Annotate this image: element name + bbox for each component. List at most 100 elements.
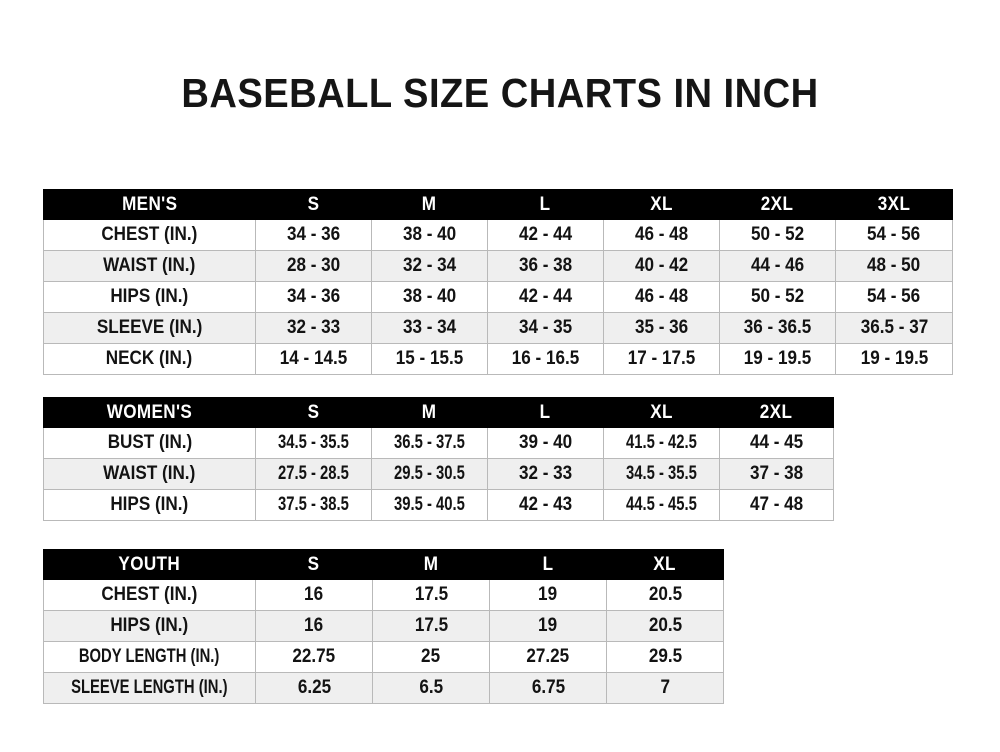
table-cell: 50 - 52 bbox=[719, 281, 836, 313]
table-cell: 35 - 36 bbox=[603, 312, 720, 344]
table-cell: 39 - 40 bbox=[487, 427, 604, 459]
table-cell: 28 - 30 bbox=[255, 250, 372, 282]
table-cell: 19 bbox=[489, 610, 607, 642]
table-cell: 46 - 48 bbox=[603, 281, 720, 313]
table-row: HIPS (IN.) 34 - 36 38 - 40 42 - 44 46 - 48 50… bbox=[43, 281, 953, 313]
table-row: BUST (IN.) 34.5 - 35.5 36.5 - 37.5 39 - 40 4… bbox=[43, 427, 834, 459]
women-row-label: WAIST (IN.) bbox=[43, 458, 256, 490]
men-header-row: MEN'S S M L XL 2XL 3XL bbox=[43, 189, 953, 220]
table-cell: 27.5 - 28.5 bbox=[255, 458, 372, 490]
table-cell: 36.5 - 37.5 bbox=[371, 427, 488, 459]
men-column-header-s: S bbox=[255, 189, 372, 220]
table-row: BODY LENGTH (IN.) 22.75 25 27.25 29.5 bbox=[43, 641, 724, 673]
table-cell: 44.5 - 45.5 bbox=[603, 489, 720, 521]
youth-table-body: YOUTH S M L XL CHEST (IN.) 16 17.5 19 20.5 HIPS (I… bbox=[43, 549, 724, 704]
table-cell: 37.5 - 38.5 bbox=[255, 489, 372, 521]
women-row-label: BUST (IN.) bbox=[43, 427, 256, 459]
table-cell: 19 bbox=[489, 579, 607, 611]
table-row: NECK (IN.) 14 - 14.5 15 - 15.5 16 - 16.5 17 … bbox=[43, 343, 953, 375]
women-column-header-2xl: 2XL bbox=[719, 397, 834, 428]
women-column-header-xl: XL bbox=[603, 397, 720, 428]
table-cell: 19 - 19.5 bbox=[835, 343, 953, 375]
table-cell: 42 - 44 bbox=[487, 219, 604, 251]
table-cell: 38 - 40 bbox=[371, 219, 488, 251]
table-cell: 32 - 34 bbox=[371, 250, 488, 282]
table-cell: 19 - 19.5 bbox=[719, 343, 836, 375]
table-cell: 15 - 15.5 bbox=[371, 343, 488, 375]
table-cell: 29.5 bbox=[606, 641, 724, 673]
womens-size-table: WOMEN'S S M L XL 2XL BUST (IN.) 34.5 - 35.5 36.5… bbox=[43, 397, 834, 521]
men-column-header-3xl: 3XL bbox=[835, 189, 953, 220]
youth-size-table: YOUTH S M L XL CHEST (IN.) 16 17.5 19 20.5 HIPS (I… bbox=[43, 549, 724, 704]
youth-row-label: HIPS (IN.) bbox=[43, 610, 256, 642]
table-cell: 42 - 44 bbox=[487, 281, 604, 313]
table-row: HIPS (IN.) 16 17.5 19 20.5 bbox=[43, 610, 724, 642]
table-cell: 47 - 48 bbox=[719, 489, 834, 521]
youth-row-label: CHEST (IN.) bbox=[43, 579, 256, 611]
men-column-header-l: L bbox=[487, 189, 604, 220]
table-cell: 20.5 bbox=[606, 579, 724, 611]
table-cell: 6.25 bbox=[255, 672, 373, 704]
table-cell: 34 - 36 bbox=[255, 281, 372, 313]
men-row-label: SLEEVE (IN.) bbox=[43, 312, 256, 344]
table-cell: 42 - 43 bbox=[487, 489, 604, 521]
table-cell: 39.5 - 40.5 bbox=[371, 489, 488, 521]
women-row-label: HIPS (IN.) bbox=[43, 489, 256, 521]
table-cell: 29.5 - 30.5 bbox=[371, 458, 488, 490]
youth-column-header-l: L bbox=[489, 549, 607, 580]
men-row-label: NECK (IN.) bbox=[43, 343, 256, 375]
men-row-label: CHEST (IN.) bbox=[43, 219, 256, 251]
table-cell: 36 - 38 bbox=[487, 250, 604, 282]
table-cell: 34.5 - 35.5 bbox=[255, 427, 372, 459]
table-cell: 14 - 14.5 bbox=[255, 343, 372, 375]
table-cell: 38 - 40 bbox=[371, 281, 488, 313]
table-cell: 17.5 bbox=[372, 610, 490, 642]
table-cell: 20.5 bbox=[606, 610, 724, 642]
table-cell: 33 - 34 bbox=[371, 312, 488, 344]
table-cell: 34.5 - 35.5 bbox=[603, 458, 720, 490]
women-table-title: WOMEN'S bbox=[43, 397, 256, 428]
women-column-header-m: M bbox=[371, 397, 488, 428]
youth-table-title: YOUTH bbox=[43, 549, 256, 580]
youth-column-header-m: M bbox=[372, 549, 490, 580]
table-row: SLEEVE (IN.) 32 - 33 33 - 34 34 - 35 35 - 36… bbox=[43, 312, 953, 344]
table-cell: 32 - 33 bbox=[487, 458, 604, 490]
table-cell: 22.75 bbox=[255, 641, 373, 673]
table-row: HIPS (IN.) 37.5 - 38.5 39.5 - 40.5 42 - 43 4… bbox=[43, 489, 834, 521]
table-row: CHEST (IN.) 16 17.5 19 20.5 bbox=[43, 579, 724, 611]
table-cell: 36 - 36.5 bbox=[719, 312, 836, 344]
table-cell: 7 bbox=[606, 672, 724, 704]
men-row-label: HIPS (IN.) bbox=[43, 281, 256, 313]
table-cell: 25 bbox=[372, 641, 490, 673]
women-column-header-l: L bbox=[487, 397, 604, 428]
page-title: BASEBALL SIZE CHARTS IN INCH bbox=[181, 70, 819, 116]
table-cell: 6.5 bbox=[372, 672, 490, 704]
table-cell: 17 - 17.5 bbox=[603, 343, 720, 375]
table-cell: 41.5 - 42.5 bbox=[603, 427, 720, 459]
table-cell: 34 - 36 bbox=[255, 219, 372, 251]
youth-column-header-xl: XL bbox=[606, 549, 724, 580]
women-header-row: WOMEN'S S M L XL 2XL bbox=[43, 397, 834, 428]
table-cell: 34 - 35 bbox=[487, 312, 604, 344]
table-cell: 37 - 38 bbox=[719, 458, 834, 490]
men-table-title: MEN'S bbox=[43, 189, 256, 220]
table-row: WAIST (IN.) 28 - 30 32 - 34 36 - 38 40 - 42 4… bbox=[43, 250, 953, 282]
men-row-label: WAIST (IN.) bbox=[43, 250, 256, 282]
men-column-header-m: M bbox=[371, 189, 488, 220]
table-cell: 54 - 56 bbox=[835, 281, 953, 313]
women-column-header-s: S bbox=[255, 397, 372, 428]
youth-row-label: BODY LENGTH (IN.) bbox=[43, 641, 256, 673]
youth-header-row: YOUTH S M L XL bbox=[43, 549, 724, 580]
table-cell: 50 - 52 bbox=[719, 219, 836, 251]
men-column-header-2xl: 2XL bbox=[719, 189, 836, 220]
table-cell: 44 - 46 bbox=[719, 250, 836, 282]
youth-row-label: SLEEVE LENGTH (IN.) bbox=[43, 672, 256, 704]
table-row: WAIST (IN.) 27.5 - 28.5 29.5 - 30.5 32 - 33… bbox=[43, 458, 834, 490]
table-cell: 27.25 bbox=[489, 641, 607, 673]
table-cell: 54 - 56 bbox=[835, 219, 953, 251]
mens-size-table: MEN'S S M L XL 2XL 3XL CHEST (IN.) 34 - 36 38 - 4… bbox=[43, 189, 953, 375]
table-cell: 16 bbox=[255, 579, 373, 611]
table-cell: 48 - 50 bbox=[835, 250, 953, 282]
table-cell: 40 - 42 bbox=[603, 250, 720, 282]
